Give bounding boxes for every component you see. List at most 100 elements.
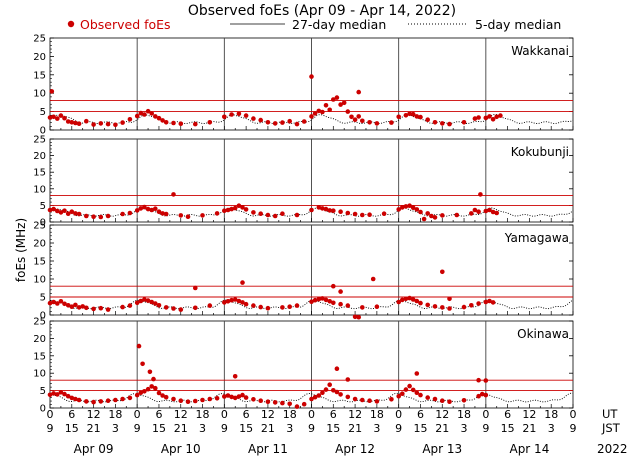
observed-point	[447, 121, 452, 127]
panel-kokubunji: 0 5 10 15 20 25 Kokubunji	[33, 135, 574, 229]
observed-point	[323, 206, 329, 212]
observed-point	[236, 111, 242, 117]
y-tick-label: 15	[33, 257, 46, 268]
observed-point	[407, 203, 412, 208]
observed-point	[338, 102, 343, 107]
observed-point	[414, 207, 420, 212]
observed-point	[487, 298, 492, 304]
observed-point	[98, 121, 104, 126]
observed-point	[84, 118, 89, 124]
observed-point	[338, 209, 343, 214]
observed-point	[178, 307, 184, 312]
y-tick-label: 0	[40, 404, 46, 415]
observed-point	[76, 121, 82, 126]
observed-point	[334, 389, 340, 395]
observed-point	[407, 295, 412, 301]
day-label: Apr 10	[161, 442, 201, 456]
observed-point	[232, 374, 238, 379]
observed-point	[73, 211, 78, 216]
ut-tick-label: 6	[417, 408, 424, 421]
observed-point	[69, 209, 75, 214]
ut-label: UT	[602, 407, 618, 421]
day-label: Apr 14	[509, 442, 549, 456]
observed-point	[287, 304, 293, 310]
observed-point	[145, 206, 151, 212]
observed-point	[136, 343, 142, 349]
observed-point	[153, 385, 158, 391]
observed-point	[352, 211, 358, 217]
observed-point	[156, 209, 162, 214]
legend-27day-label: 27-day median	[292, 17, 386, 32]
ut-tick-label: 12	[174, 408, 188, 421]
observed-point	[145, 298, 151, 303]
observed-point	[142, 389, 147, 394]
observed-point	[280, 400, 285, 406]
observed-point	[309, 396, 314, 402]
y-tick-label: 10	[33, 184, 46, 195]
observed-point	[360, 118, 365, 124]
y-tick-label: 10	[33, 275, 46, 286]
observed-point	[47, 300, 53, 306]
y-tick-label: 0	[40, 311, 46, 322]
observed-point	[414, 298, 420, 304]
jst-tick-label: 15	[326, 422, 340, 435]
observed-point	[84, 305, 89, 311]
observed-point	[91, 214, 96, 219]
y-tick-label: 25	[33, 221, 46, 232]
observed-point	[62, 301, 67, 307]
observed-point	[149, 384, 154, 389]
observed-point	[98, 214, 104, 220]
observed-point	[338, 301, 343, 307]
observed-point	[320, 390, 325, 396]
observed-point	[396, 299, 402, 305]
observed-point	[240, 205, 245, 210]
observed-point	[134, 300, 140, 306]
ut-tick-label: 12	[435, 408, 449, 421]
ut-tick-label: 18	[457, 408, 471, 421]
observed-point	[171, 306, 176, 311]
y-tick-label: 10	[33, 369, 46, 380]
jst-tick-label: 9	[221, 422, 228, 435]
observed-point	[301, 119, 307, 124]
observed-point	[345, 109, 351, 114]
observed-point	[229, 112, 234, 117]
observed-point	[367, 212, 372, 217]
observed-point	[440, 305, 445, 310]
observed-point	[400, 391, 405, 397]
observed-point	[243, 301, 249, 307]
observed-point	[207, 396, 213, 402]
observed-point	[240, 280, 245, 285]
observed-point	[171, 192, 176, 197]
observed-point	[425, 395, 431, 400]
observed-point	[331, 388, 336, 393]
chart-title: Observed foEs (Apr 09 - Apr 14, 2022)	[188, 3, 456, 19]
observed-point	[91, 399, 96, 405]
observed-point	[356, 314, 362, 320]
observed-point	[163, 120, 169, 125]
observed-point	[498, 113, 503, 118]
observed-point	[327, 208, 333, 213]
observed-point	[396, 114, 402, 120]
observed-point	[425, 117, 431, 122]
observed-point	[200, 397, 205, 403]
observed-point	[280, 305, 285, 310]
jst-tick-label: 3	[373, 422, 380, 435]
observed-point	[338, 392, 343, 397]
ut-tick-label: 6	[330, 408, 337, 421]
observed-point	[272, 213, 278, 219]
observed-point	[432, 120, 438, 125]
observed-point	[163, 211, 169, 217]
observed-point	[429, 213, 434, 219]
observed-point	[403, 204, 409, 209]
observed-point	[163, 305, 169, 310]
y-tick-label: 20	[33, 151, 46, 162]
observed-point	[51, 206, 56, 212]
observed-point	[432, 304, 438, 309]
observed-point	[73, 396, 78, 402]
jst-tick-label: 9	[395, 422, 402, 435]
observed-point	[105, 398, 111, 404]
observed-point	[98, 399, 104, 404]
observed-point	[287, 118, 293, 124]
observed-point	[309, 299, 314, 305]
observed-point	[120, 396, 125, 402]
